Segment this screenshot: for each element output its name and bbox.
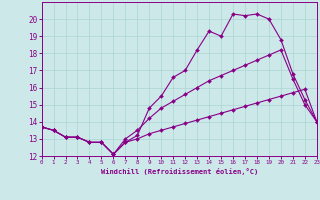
X-axis label: Windchill (Refroidissement éolien,°C): Windchill (Refroidissement éolien,°C) (100, 168, 258, 175)
